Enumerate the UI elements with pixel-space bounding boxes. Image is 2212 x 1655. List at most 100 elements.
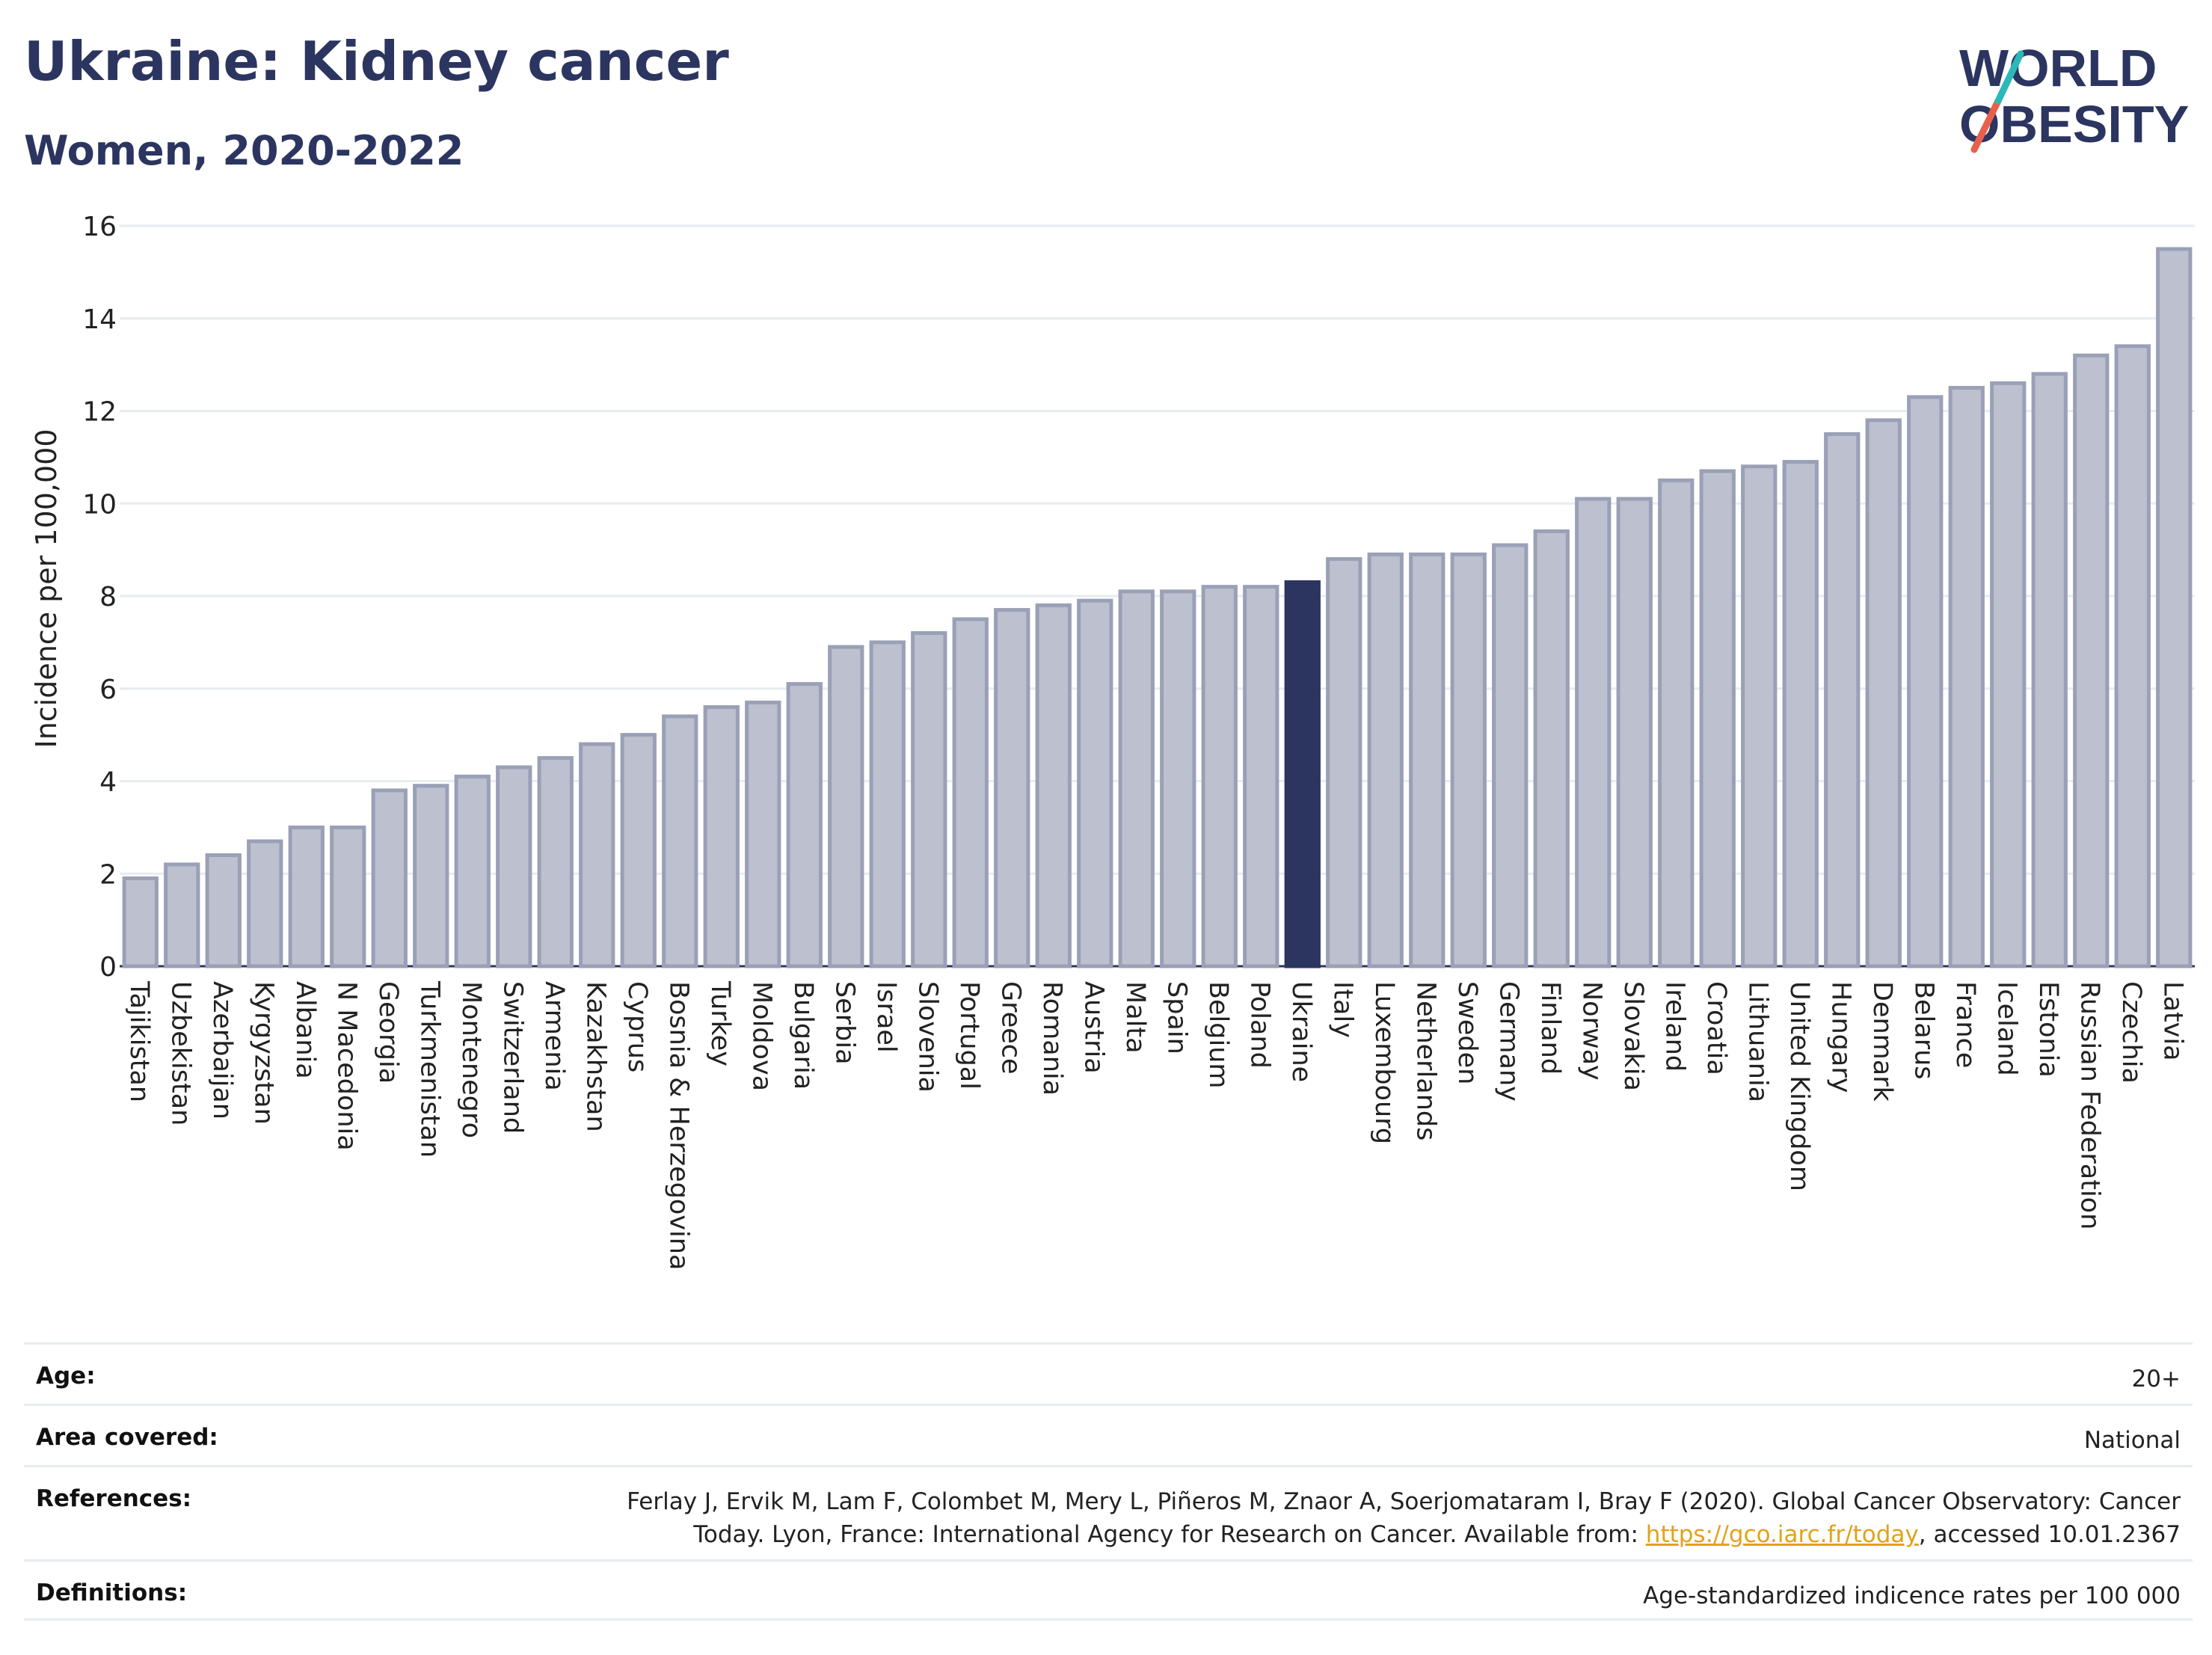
references-text-line2-end: , accessed 10.01.2367 [1918,1521,2181,1548]
x-tick-label: Sweden [1452,981,1482,1084]
bar-chart: 0 2 4 6 8 10 12 14 16 Tajikistan Uzbekistan Azerbai… [30,212,2195,1270]
bar-montenegro [454,774,491,968]
x-tick-label: Serbia [829,981,859,1065]
x-tick-label: Slovenia [912,981,942,1093]
bar-bulgaria [786,682,823,968]
references-text-line2: Today. Lyon, France: International Agenc… [693,1521,1646,1548]
bar-belarus [1907,395,1944,968]
bar-italy [1326,557,1362,968]
y-tick-label: 14 [82,304,117,335]
bar-austria [1077,598,1113,968]
x-tick-label: Spain [1161,981,1191,1054]
meta-row-definitions: Definitions: Age-standardized indicence … [24,1559,2193,1621]
bar-latvia [2156,247,2193,968]
x-tick-label: Uzbekistan [165,981,195,1126]
meta-row-references: References: Ferlay J, Ervik M, Lam F, Co… [24,1465,2193,1559]
y-tick-label: 16 [82,212,117,242]
bar-germany [1492,543,1529,968]
x-tick-label: Belarus [1908,981,1938,1080]
x-tick-label: Hungary [1825,981,1855,1093]
x-tick-label: Luxembourg [1369,981,1399,1144]
bar-kazakhstan [579,742,615,968]
x-tick-label: Kazakhstan [580,981,610,1132]
bar-luxembourg [1367,552,1404,968]
x-tick-label: Austria [1078,981,1108,1074]
y-tick-label: 6 [99,675,117,705]
references-label: References: [36,1485,192,1512]
bar-france [1948,386,1985,968]
x-tick-label: Tajikistan [124,980,154,1102]
area-value: National [2083,1427,2181,1454]
bar-poland [1243,585,1279,968]
x-tick-label: Denmark [1867,981,1897,1102]
bar-azerbaijan [205,853,242,968]
bar-norway [1575,497,1612,968]
age-label: Age: [36,1363,96,1390]
bar-greece [994,608,1030,968]
references-value: Ferlay J, Ervik M, Lam F, Colombet M, Me… [627,1485,2181,1551]
bar-denmark [1865,418,1902,968]
y-tick-label: 2 [99,859,117,890]
bar-moldova [745,700,781,968]
x-tick-label: Ukraine [1286,981,1316,1082]
bar-spain [1160,589,1196,968]
x-tick-label: France [1950,981,1980,1068]
x-tick-label: Malta [1120,981,1150,1054]
world-obesity-logo: WORLD OBESITY [1959,39,2189,153]
x-tick-label: Slovakia [1618,981,1648,1091]
x-tick-label: Cyprus [622,981,652,1072]
x-tick-label: Bulgaria [788,981,818,1090]
bar-belgium [1201,585,1238,968]
y-tick-label: 0 [99,952,117,983]
y-tick-label: 12 [82,397,117,428]
x-tick-label: Armenia [539,981,569,1091]
references-text-line1: Ferlay J, Ervik M, Lam F, Colombet M, Me… [627,1488,2181,1515]
bar-georgia [371,788,408,968]
meta-row-area: Area covered: National [24,1404,2193,1465]
x-tick-label: Czechia [2116,981,2146,1084]
x-tick-label: Belgium [1203,981,1233,1089]
y-tick-label: 8 [99,582,117,612]
x-tick-label: Turkmenistan [414,980,444,1158]
x-tick-label: Lithuania [1742,981,1772,1102]
x-tick-label: United Kingdom [1784,981,1814,1191]
meta-row-age: Age: 20+ [24,1342,2193,1404]
bar-estonia [2031,372,2068,968]
bar-ireland [1658,478,1695,968]
bar-romania [1035,603,1072,968]
x-tick-label: Turkey [705,980,735,1066]
y-tick-label: 4 [99,767,117,798]
page-subtitle: Women, 2020-2022 [24,127,464,174]
x-tick-label: Albania [290,981,320,1079]
x-tick-label: Estonia [2033,981,2063,1078]
bar-ukraine [1284,580,1321,968]
bar-hungary [1824,432,1861,968]
bar-portugal [952,617,989,968]
page-title: Ukraine: Kidney cancer [24,30,729,93]
x-tick-label: Georgia [373,981,403,1084]
area-label: Area covered: [36,1424,218,1451]
x-tick-label: N Macedonia [331,981,361,1151]
x-tick-label: Moldova [746,981,776,1091]
bar-netherlands [1409,552,1446,968]
x-tick-label: Portugal [954,981,984,1090]
bar-cyprus [620,733,657,968]
metadata-table: Age: 20+ Area covered: National Referenc… [24,1342,2193,1621]
references-link[interactable]: https://gco.iarc.fr/today [1645,1521,1919,1548]
y-axis-label: Incidence per 100,000 [30,429,63,748]
bar-n-macedonia [330,825,366,968]
x-tick-label: Italy [1327,981,1357,1038]
bar-croatia [1699,469,1736,968]
x-tick-label: Iceland [1991,981,2021,1076]
definitions-label: Definitions: [36,1579,188,1606]
x-tick-label: Romania [1037,981,1067,1096]
age-value: 20+ [2131,1366,2181,1393]
x-tick-label: Ireland [1659,981,1689,1072]
x-tick-label: Germany [1493,981,1523,1102]
x-tick-label: Finland [1535,981,1565,1075]
bar-uzbekistan [164,862,200,968]
bar-switzerland [496,765,532,968]
x-tick-label: Croatia [1701,981,1731,1075]
x-tick-label: Poland [1244,981,1274,1069]
bar-czechia [2114,344,2151,968]
